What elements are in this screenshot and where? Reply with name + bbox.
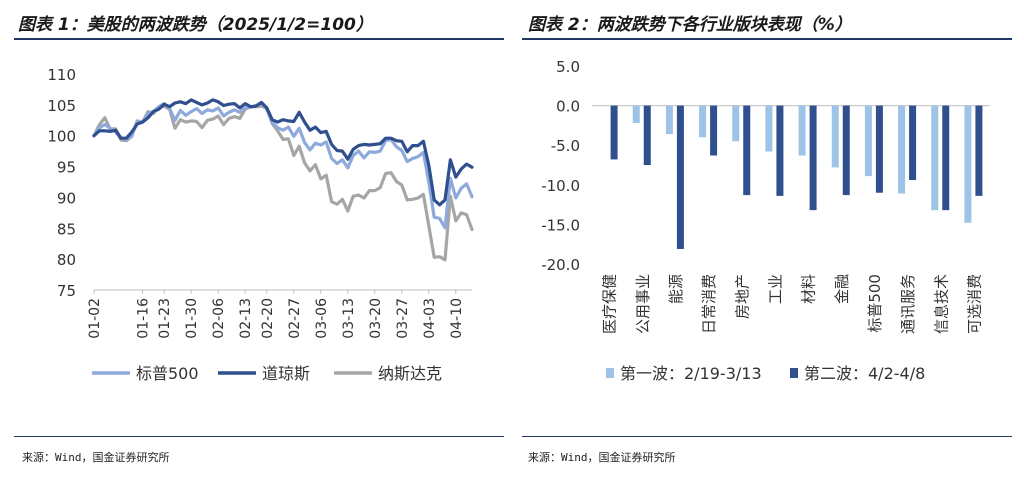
y-tick-label: -10.0 xyxy=(541,177,580,195)
category-label: 公用事业 xyxy=(634,274,652,334)
legend-label: 道琼斯 xyxy=(262,364,310,383)
category-label: 日常消费 xyxy=(700,274,718,334)
category-label: 房地产 xyxy=(733,274,751,319)
right-source-note: 来源：Wind，国金证券研究所 xyxy=(528,451,676,464)
legend-label: 第一波：2/19-3/13 xyxy=(620,364,762,383)
legend-swatch xyxy=(790,368,798,378)
y-tick-label: 0.0 xyxy=(556,98,580,116)
bar-0 xyxy=(699,105,707,138)
x-tick-label: 03-27 xyxy=(395,298,411,339)
bar-0 xyxy=(665,105,673,135)
bar-1 xyxy=(942,105,950,211)
x-tick-label: 03-20 xyxy=(368,298,384,339)
left-chart-title: 图表 1：美股的两波跌势（2025/1/2=100） xyxy=(18,15,373,35)
category-label: 标普500 xyxy=(866,274,884,333)
series-line-1 xyxy=(92,98,474,207)
category-label: 金融 xyxy=(833,274,851,304)
category-label: 材料 xyxy=(800,274,818,304)
category-label: 信息技术 xyxy=(932,274,950,334)
y-tick-label: -20.0 xyxy=(541,256,580,274)
x-tick-label: 03-13 xyxy=(341,298,357,339)
y-tick-label: 110 xyxy=(47,66,76,84)
legend-label: 标普500 xyxy=(136,364,199,383)
legend-label: 纳斯达克 xyxy=(378,364,442,383)
category-label: 工业 xyxy=(766,274,784,304)
bar-0 xyxy=(632,105,640,124)
legend-swatch xyxy=(606,368,614,378)
bar-0 xyxy=(864,105,872,177)
y-tick-label: 100 xyxy=(47,128,76,146)
x-tick-label: 04-10 xyxy=(449,298,465,339)
bar-0 xyxy=(798,105,806,156)
y-tick-label: 105 xyxy=(47,97,76,115)
bar-1 xyxy=(909,105,917,181)
bar-1 xyxy=(975,105,983,196)
category-label: 通讯服务 xyxy=(899,274,917,334)
left-source-rule xyxy=(14,436,504,437)
category-label: 医疗保健 xyxy=(601,274,619,334)
y-tick-label: -15.0 xyxy=(541,216,580,234)
right-title-rule xyxy=(522,38,1012,40)
bar-0 xyxy=(732,105,740,142)
x-tick-label: 01-23 xyxy=(157,298,173,339)
bar-1 xyxy=(875,105,883,193)
bar-1 xyxy=(809,105,817,211)
right-source-rule xyxy=(522,436,1012,437)
x-tick-label: 04-03 xyxy=(422,298,438,339)
bar-1 xyxy=(710,105,718,156)
x-tick-label: 01-30 xyxy=(184,298,200,339)
category-label: 能源 xyxy=(667,274,685,304)
left-source-note: 来源：Wind，国金证券研究所 xyxy=(22,451,170,464)
y-tick-label: 80 xyxy=(57,251,76,269)
bar-1 xyxy=(643,105,651,165)
bar-1 xyxy=(776,105,784,196)
bar-0 xyxy=(898,105,906,194)
category-label: 可选消费 xyxy=(965,274,983,334)
x-tick-label: 02-06 xyxy=(211,298,227,339)
x-tick-label: 01-02 xyxy=(87,298,103,339)
y-tick-label: 5.0 xyxy=(556,58,580,76)
y-tick-label: -5.0 xyxy=(551,137,580,155)
bar-1 xyxy=(676,105,684,249)
legend-label: 第二波：4/2-4/8 xyxy=(804,364,925,383)
y-tick-label: 95 xyxy=(57,159,76,177)
x-tick-label: 01-16 xyxy=(136,298,152,339)
bar-1 xyxy=(610,105,618,160)
x-tick-label: 03-06 xyxy=(314,298,330,339)
bar-0 xyxy=(964,105,972,223)
bar-1 xyxy=(743,105,751,196)
right-chart-title: 图表 2：两波跌势下各行业版块表现（%） xyxy=(528,15,852,35)
bar-0 xyxy=(831,105,839,168)
x-tick-label: 02-27 xyxy=(287,298,303,339)
bar-0 xyxy=(931,105,939,211)
y-tick-label: 90 xyxy=(57,189,76,207)
x-tick-label: 02-13 xyxy=(238,298,254,339)
y-tick-label: 75 xyxy=(57,282,76,300)
bar-0 xyxy=(765,105,773,152)
left-title-rule xyxy=(14,38,504,40)
bar-1 xyxy=(842,105,850,196)
y-tick-label: 85 xyxy=(57,220,76,238)
x-tick-label: 02-20 xyxy=(260,298,276,339)
